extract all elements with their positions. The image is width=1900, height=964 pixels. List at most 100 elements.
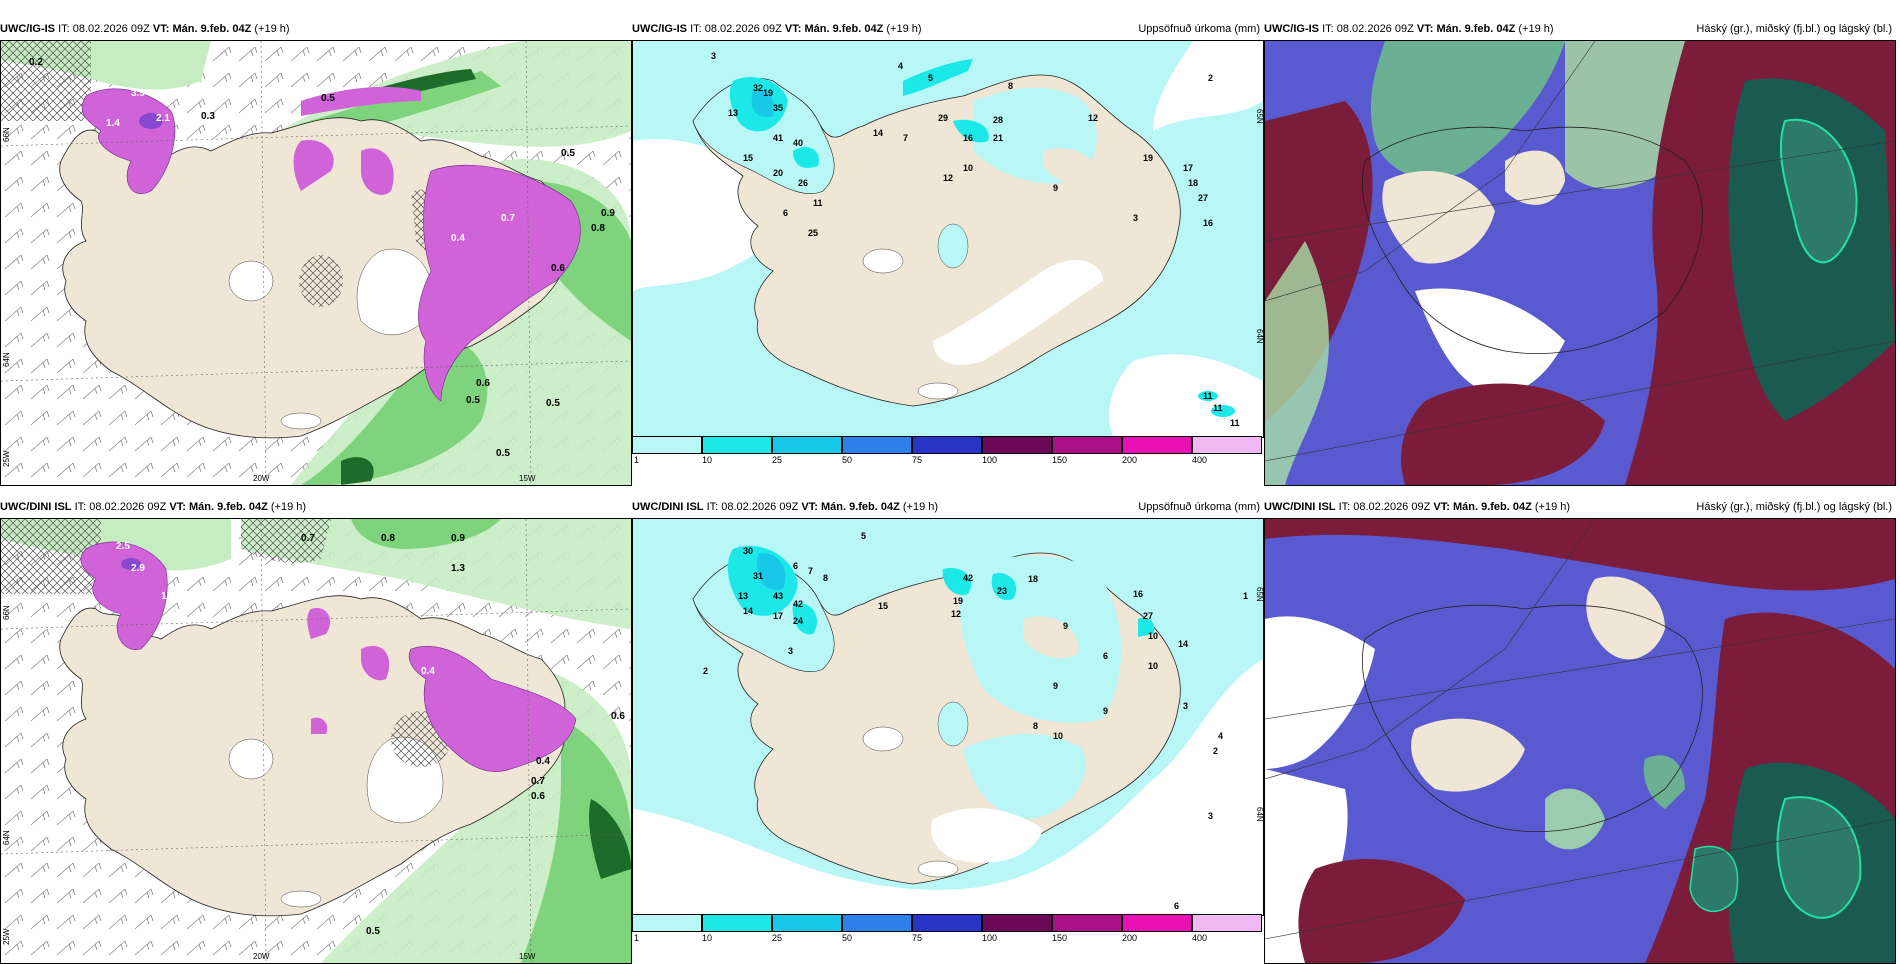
wind-label: 0.3 <box>201 111 215 122</box>
precip-value: 8 <box>823 573 828 583</box>
axis-label: 65N <box>1255 587 1263 602</box>
wind-label: 0.2 <box>29 57 43 68</box>
valid-time: Mán. 9.feb. 04Z <box>172 23 252 35</box>
precip-value: 17 <box>1183 163 1193 173</box>
panel-header: UWC/IG-IS IT: 08.02.2026 09Z VT: Mán. 9.… <box>0 18 632 40</box>
precip-value: 26 <box>798 178 808 188</box>
colorbar-bin <box>982 914 1052 932</box>
wind-label: 0.5 <box>466 395 480 406</box>
precip-value: 3 <box>1183 701 1188 711</box>
colorbar-tick: 10 <box>702 455 713 465</box>
precip-value: 27 <box>1198 193 1208 203</box>
lead-time: (+19 h) <box>902 501 939 513</box>
precip-value: 6 <box>1103 651 1108 661</box>
axis-label: 25W <box>2 928 11 945</box>
it-label: IT: <box>690 23 702 35</box>
init-time: 08.02.2026 09Z <box>1353 501 1431 513</box>
precip-value: 11 <box>1213 403 1223 413</box>
precip-value: 29 <box>938 113 948 123</box>
it-label: IT: <box>1322 23 1334 35</box>
precip-value: 3 <box>711 51 716 61</box>
precip-value: 7 <box>808 566 813 576</box>
wind-label: 1.6 <box>171 606 185 617</box>
it-label: IT: <box>58 23 70 35</box>
precip-value: 17 <box>773 611 783 621</box>
wind-label: 0.7 <box>301 533 315 544</box>
precip-map-svg: 3 4 5 8 2 12 13 32 19 35 41 40 14 15 20 … <box>633 41 1263 437</box>
vt-label: VT: <box>1416 23 1434 35</box>
precip-value: 24 <box>793 616 803 626</box>
colorbar-bin <box>982 436 1052 454</box>
precip-value: 10 <box>963 163 973 173</box>
colorbar-bin <box>632 914 702 932</box>
precip-value: 25 <box>808 228 818 238</box>
precip-value: 12 <box>1088 113 1098 123</box>
valid-time: Mán. 9.feb. 04Z <box>188 501 268 513</box>
precip-value: 23 <box>997 586 1007 596</box>
precip-value: 3 <box>1133 213 1138 223</box>
wind-label: 0.5 <box>366 926 380 937</box>
precip-value: 43 <box>773 591 783 601</box>
cloud-map[interactable] <box>1264 518 1896 964</box>
it-label: IT: <box>706 501 719 513</box>
init-time: 08.02.2026 09Z <box>72 23 150 35</box>
wind-label: 0.5 <box>546 398 560 409</box>
colorbar-tick: 50 <box>842 455 853 465</box>
colorbar-tick: 400 <box>1192 455 1208 465</box>
precip-value: 40 <box>793 138 803 148</box>
precip-value: 4 <box>1218 731 1223 741</box>
colorbar-bin <box>632 436 702 454</box>
colorbar-bin <box>772 436 842 454</box>
wind-map[interactable]: 0.2 3.9 1.5 1.4 2.1 0.5 0.4 0.7 0.6 0.8 … <box>0 40 632 486</box>
wind-label: 0.5 <box>561 148 575 159</box>
colorbar-bin <box>842 914 912 932</box>
cloud-map[interactable] <box>1264 40 1896 486</box>
precip-value: 13 <box>738 591 748 601</box>
precip-value: 11 <box>813 198 823 208</box>
colorbar-bin <box>1192 436 1262 454</box>
panel-row2-precip: UWC/DINI ISL IT: 08.02.2026 09Z VT: Mán.… <box>632 496 1264 943</box>
precip-value: 14 <box>743 606 753 616</box>
precip-map[interactable]: 5 6 7 8 30 31 43 42 15 13 14 24 17 42 23… <box>632 518 1264 916</box>
panel-row2-wind: UWC/DINI ISL IT: 08.02.2026 09Z VT: Mán.… <box>0 496 632 964</box>
colorbar-bin <box>702 436 772 454</box>
precip-value: 9 <box>1053 681 1058 691</box>
precip-value: 21 <box>993 133 1003 143</box>
wind-map-svg: 0.2 3.9 1.5 1.4 2.1 0.5 0.4 0.7 0.6 0.8 … <box>1 41 631 485</box>
precip-title: Uppsöfnuð úrkoma (mm) <box>1138 501 1260 513</box>
wind-label: 0.4 <box>536 756 550 767</box>
precip-value: 1 <box>1243 591 1248 601</box>
axis-label: 66N <box>2 127 11 142</box>
panel-header: UWC/DINI ISL IT: 08.02.2026 09Z VT: Mán.… <box>632 496 1264 518</box>
colorbar-tick: 50 <box>842 933 853 943</box>
wind-map[interactable]: 2.5 2.9 1.8 1.6 0.7 0.8 1.3 0.4 0.6 0.7 … <box>0 518 632 964</box>
precip-value: 5 <box>928 73 933 83</box>
precip-value: 2 <box>703 666 708 676</box>
precip-value: 10 <box>1148 631 1158 641</box>
precip-value: 3 <box>788 646 793 656</box>
precip-value: 42 <box>963 573 973 583</box>
precip-value: 16 <box>1133 589 1143 599</box>
precip-value: 12 <box>951 609 961 619</box>
colorbar-tick: 25 <box>772 455 783 465</box>
panel-row1-precip: UWC/IG-IS IT: 08.02.2026 09Z VT: Mán. 9.… <box>632 18 1264 465</box>
wind-label: 0.4 <box>451 233 465 244</box>
axis-label: 20W <box>253 474 270 483</box>
wind-label: 0.5 <box>321 93 335 104</box>
precip-map[interactable]: 3 4 5 8 2 12 13 32 19 35 41 40 14 15 20 … <box>632 40 1264 438</box>
precip-value: 9 <box>1063 621 1068 631</box>
lead-time: (+19 h) <box>270 501 307 513</box>
precip-value: 11 <box>1230 418 1240 428</box>
valid-time: Mán. 9.feb. 04Z <box>820 501 900 513</box>
precip-colorbar: 1 10 25 50 75 100 150 200 400 <box>632 436 1262 465</box>
wind-label: 2.5 <box>116 541 130 552</box>
model-name: UWC/DINI ISL <box>632 501 704 513</box>
panel-header: UWC/IG-IS IT: 08.02.2026 09Z VT: Mán. 9.… <box>1264 18 1896 40</box>
precip-value: 12 <box>943 173 953 183</box>
wind-label: 0.6 <box>531 791 545 802</box>
wind-label: 1.4 <box>106 118 120 129</box>
precip-value: 16 <box>1203 218 1213 228</box>
axis-label: 65N <box>1255 109 1263 124</box>
wind-label: 2.1 <box>156 113 170 124</box>
precip-value: 3 <box>1208 811 1213 821</box>
